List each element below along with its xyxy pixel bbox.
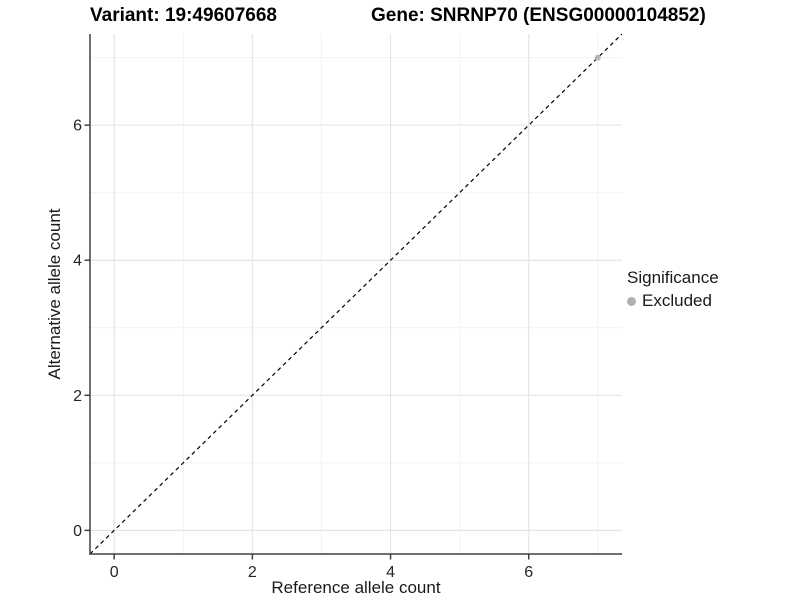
x-tick-label: 6 <box>524 564 533 581</box>
legend-point-icon <box>627 296 636 306</box>
y-tick-label: 0 <box>73 523 82 540</box>
y-axis-title: Alternative allele count <box>45 208 64 380</box>
x-tick-label: 0 <box>110 564 119 581</box>
x-tick-label: 4 <box>386 564 395 581</box>
x-axis-title: Reference allele count <box>271 578 441 597</box>
legend-title: Significance <box>627 268 719 287</box>
legend-item-label: Excluded <box>642 291 712 310</box>
legend: Significance Excluded <box>627 268 719 311</box>
x-tick-label: 2 <box>248 564 257 581</box>
plot-title-gene: Gene: SNRNP70 (ENSG00000104852) <box>371 5 706 26</box>
legend-item-excluded: Excluded <box>627 291 719 311</box>
identity-line <box>89 33 623 555</box>
data-point <box>594 54 601 61</box>
y-tick-label: 6 <box>73 118 82 135</box>
plot-title-variant: Variant: 19:49607668 <box>90 5 277 26</box>
y-tick-label: 2 <box>73 388 82 405</box>
y-tick-label: 4 <box>73 253 82 270</box>
